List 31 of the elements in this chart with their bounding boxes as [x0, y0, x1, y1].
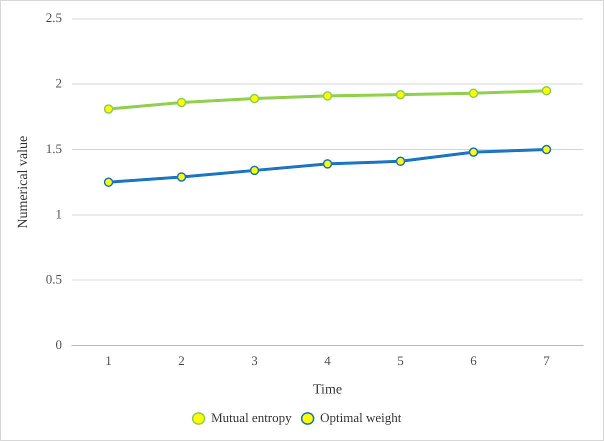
point: [176, 172, 186, 182]
point: [322, 91, 332, 101]
point: [468, 147, 478, 157]
y-tick-label: 0: [56, 337, 62, 352]
x-tick-label: 6: [470, 352, 478, 368]
x-tick-label: 3: [251, 352, 258, 368]
y-tick-label: 1.5: [46, 140, 62, 156]
point: [322, 159, 332, 169]
y-tick-label: 2.5: [46, 10, 62, 26]
point: [250, 166, 260, 176]
x-tick-label: 5: [397, 352, 404, 368]
point: [104, 177, 114, 187]
point: [542, 144, 552, 154]
point: [542, 86, 552, 96]
y-axis-title: Numerical value: [16, 136, 32, 229]
point: [468, 88, 478, 98]
legend-label: Mutual entropy: [211, 410, 292, 425]
point: [176, 98, 186, 108]
x-tick-label: 2: [178, 352, 185, 368]
x-tick-label: 7: [543, 352, 550, 368]
legend-label: Optimal weight: [320, 410, 402, 425]
point: [104, 104, 114, 114]
y-tick-label: 0.5: [46, 272, 62, 287]
point: [250, 94, 260, 104]
y-tick-label: 1: [56, 206, 62, 222]
x-tick-label: 4: [324, 352, 332, 368]
point: [396, 90, 406, 100]
x-axis-title: Time: [312, 382, 342, 398]
y-tick-label: 2: [56, 76, 62, 91]
x-tick-label: 1: [105, 352, 112, 368]
point: [396, 156, 406, 166]
